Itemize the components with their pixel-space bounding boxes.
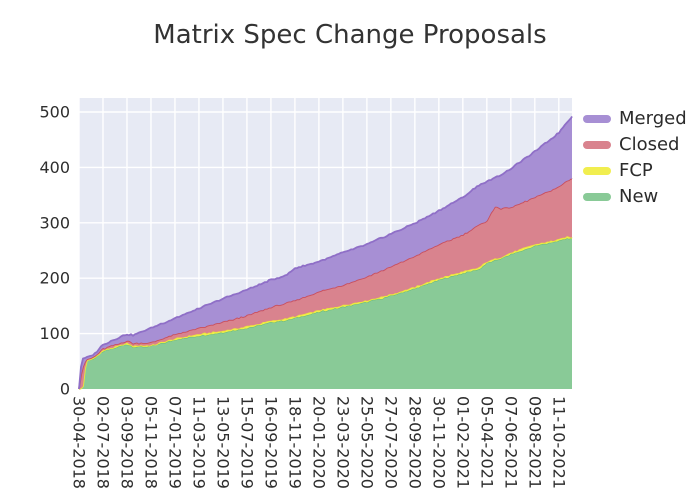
line-merged — [78, 115, 573, 390]
x-tick-label: 20-01-2020 — [309, 396, 328, 489]
legend-label: Merged — [619, 108, 687, 129]
legend-item-merged: Merged — [583, 106, 687, 132]
legend-swatch — [583, 167, 611, 175]
x-tick-label: 27-07-2020 — [381, 396, 400, 489]
legend-label: FCP — [619, 160, 653, 181]
x-tick-label: 16-09-2019 — [261, 396, 280, 489]
x-tick-label: 30-11-2020 — [429, 396, 448, 489]
x-tick-label: 11-03-2019 — [189, 396, 208, 489]
y-tick-label: 100 — [39, 324, 70, 343]
x-tick-label: 28-09-2020 — [405, 396, 424, 489]
legend-item-closed: Closed — [583, 132, 687, 158]
legend: Merged Closed FCP New — [583, 106, 687, 210]
y-tick-label: 200 — [39, 269, 70, 288]
x-tick-label: 09-08-2021 — [525, 396, 544, 489]
x-tick-label: 30-04-2018 — [70, 396, 89, 489]
legend-label: New — [619, 186, 659, 207]
x-tick-label: 03-09-2018 — [117, 396, 136, 489]
area-new — [79, 238, 572, 389]
chart-title: Matrix Spec Change Proposals — [153, 20, 547, 50]
x-tick-label: 25-05-2020 — [357, 396, 376, 489]
x-tick-label: 07-01-2019 — [165, 396, 184, 489]
legend-label: Closed — [619, 134, 680, 155]
y-tick-label: 500 — [39, 103, 70, 122]
x-tick-label: 23-03-2020 — [333, 396, 352, 489]
x-tick-label: 13-05-2019 — [213, 396, 232, 489]
x-tick-label: 11-10-2021 — [549, 396, 568, 489]
x-tick-label: 05-11-2018 — [141, 396, 160, 489]
y-tick-label: 400 — [39, 158, 70, 177]
x-tick-label: 15-07-2019 — [237, 396, 256, 489]
x-tick-label: 05-04-2021 — [477, 396, 496, 489]
legend-swatch — [583, 141, 611, 149]
area-merged — [79, 116, 572, 390]
legend-swatch — [583, 115, 611, 123]
x-tick-label: 02-07-2018 — [93, 396, 112, 489]
x-tick-label: 01-02-2021 — [453, 396, 472, 489]
y-tick-label: 300 — [39, 213, 70, 232]
legend-item-new: New — [583, 184, 687, 210]
y-tick-label: 0 — [60, 380, 70, 399]
x-tick-label: 18-11-2019 — [285, 396, 304, 489]
x-tick-label: 07-06-2021 — [501, 396, 520, 489]
legend-swatch — [583, 193, 611, 201]
legend-item-fcp: FCP — [583, 158, 687, 184]
